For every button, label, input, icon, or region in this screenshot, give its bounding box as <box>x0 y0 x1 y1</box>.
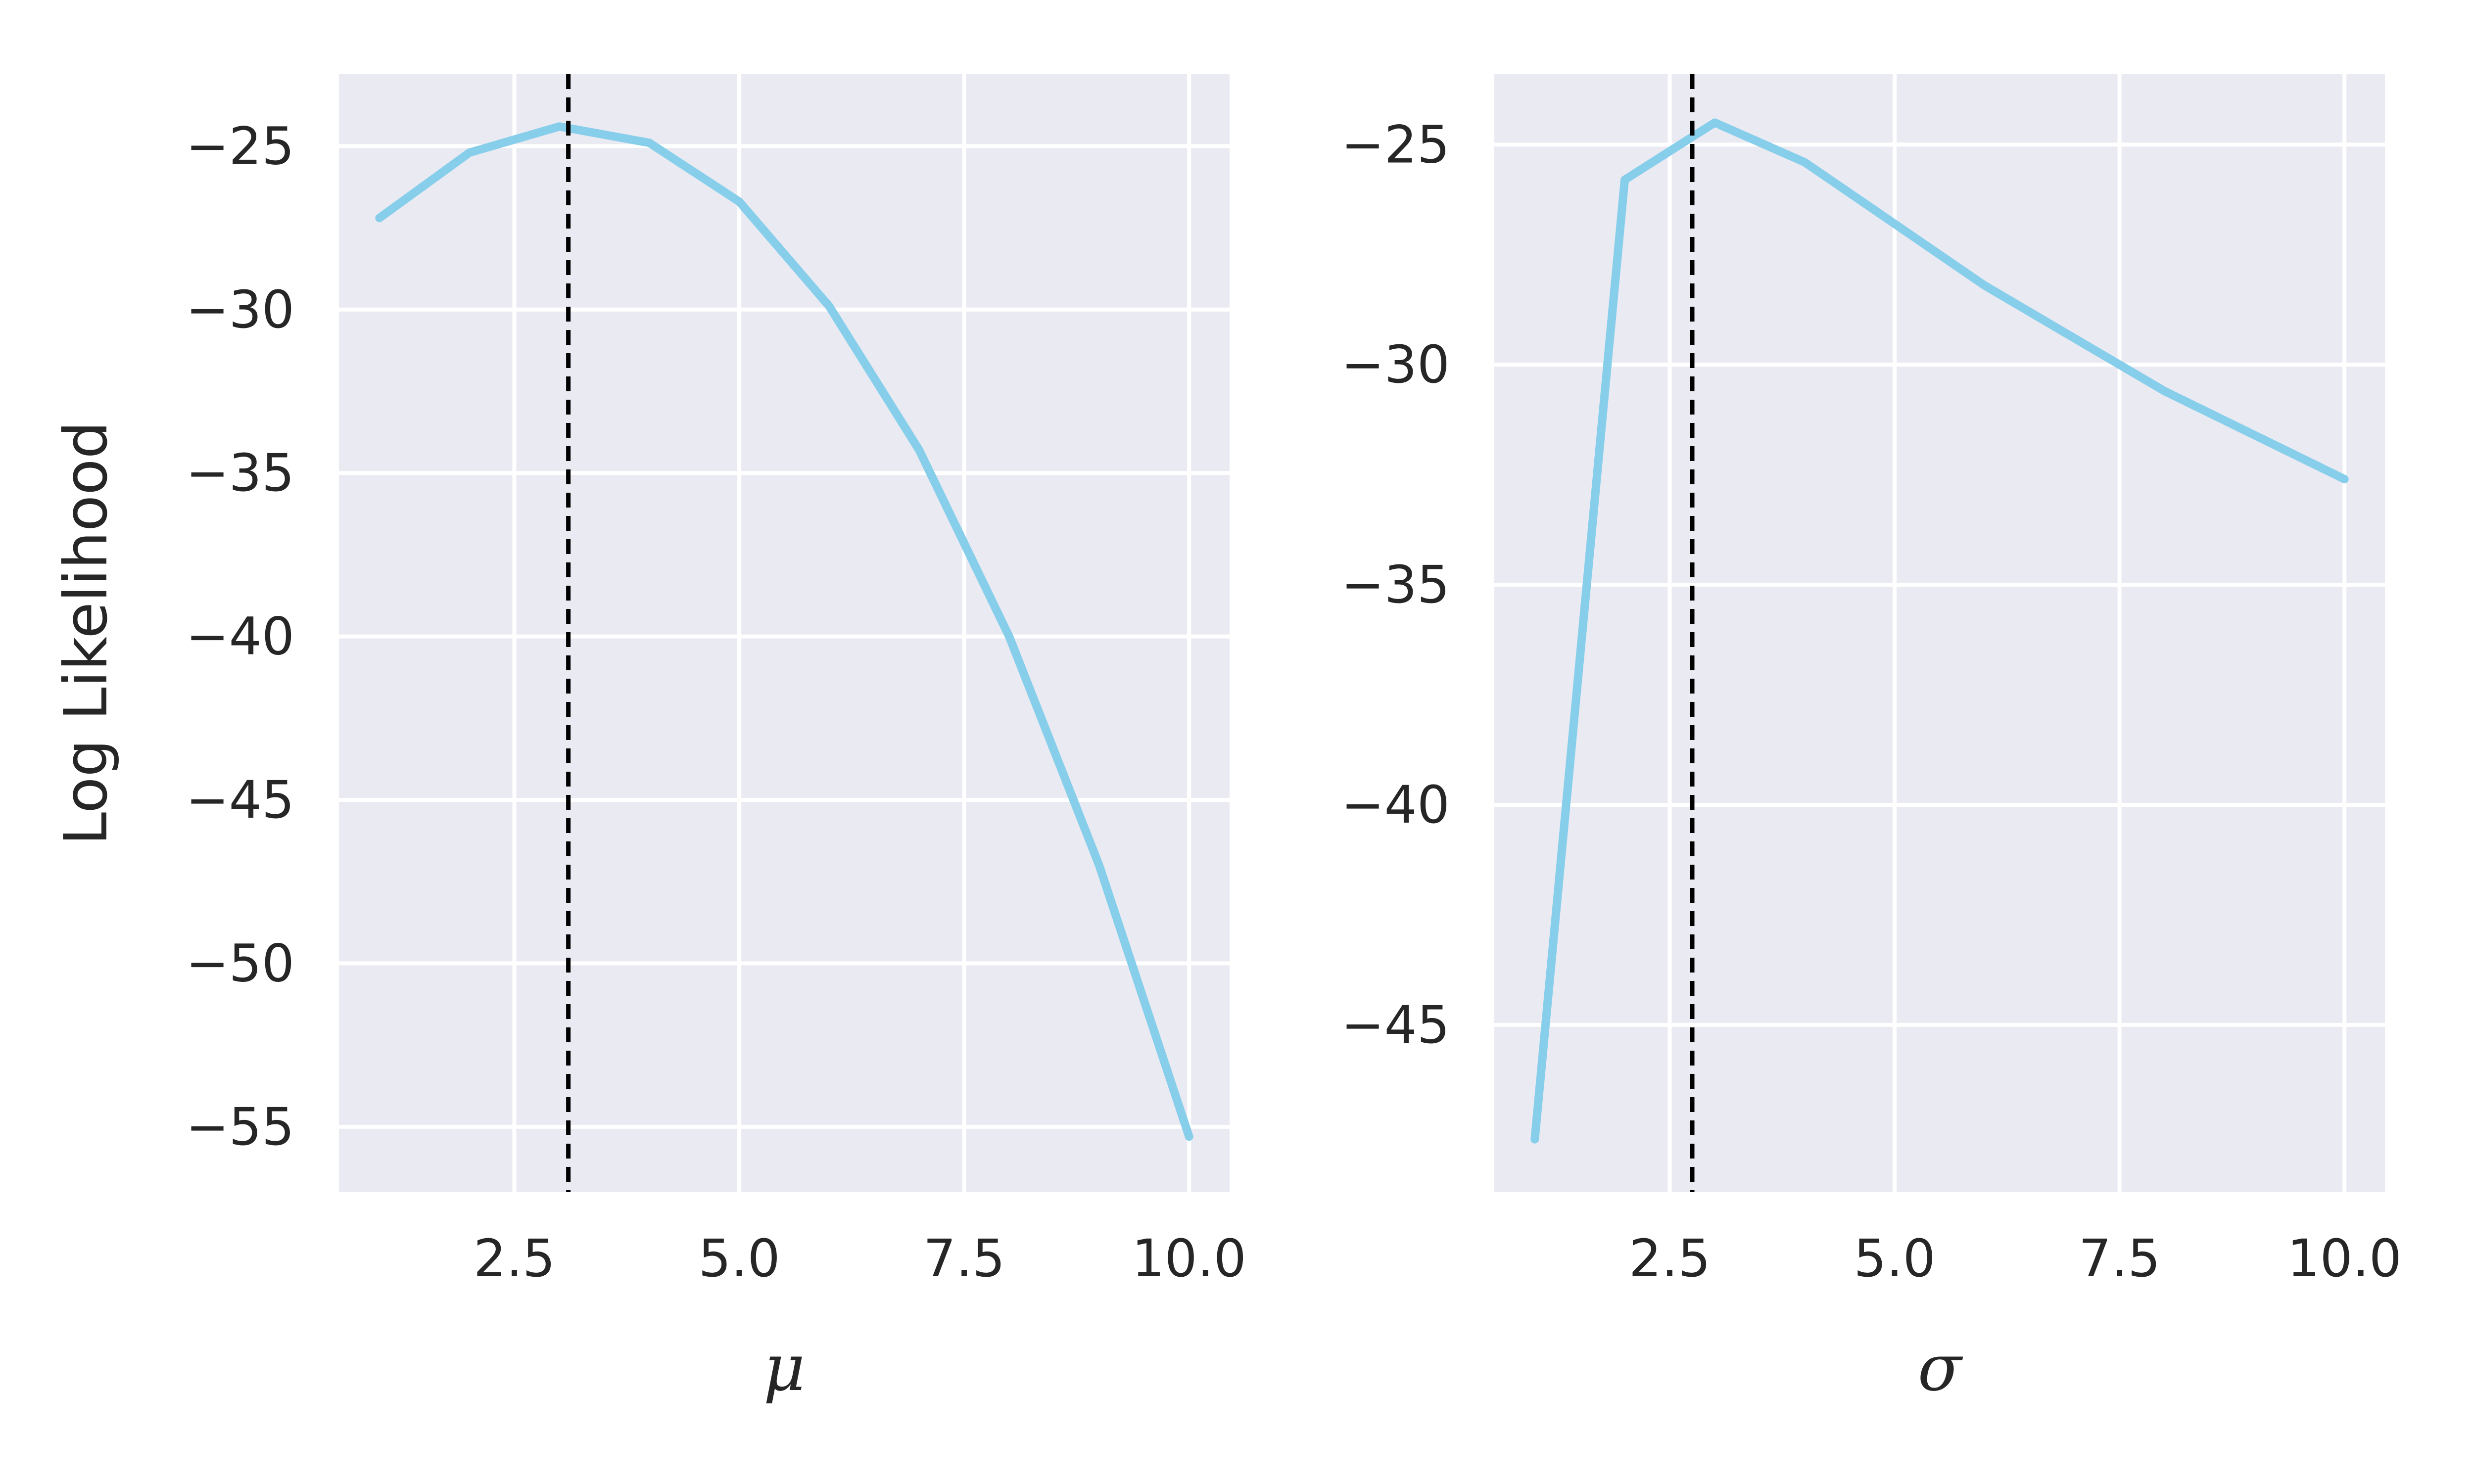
x-tick-label: 10.0 <box>2287 1228 2402 1289</box>
x-tick-label: 7.5 <box>923 1228 1005 1289</box>
y-tick-label: −50 <box>186 933 294 993</box>
x-tick-label: 5.0 <box>1854 1228 1935 1289</box>
x-axis-label: σ <box>1918 1330 1963 1405</box>
x-tick-label: 2.5 <box>474 1228 555 1289</box>
y-tick-label: −25 <box>1341 114 1450 175</box>
y-tick-label: −30 <box>186 279 294 340</box>
x-tick-label: 7.5 <box>2079 1228 2160 1289</box>
y-tick-label: −45 <box>1341 995 1450 1055</box>
y-tick-label: −40 <box>186 606 294 667</box>
x-tick-label: 2.5 <box>1629 1228 1711 1289</box>
x-axis-label: μ <box>763 1330 806 1405</box>
plot-area <box>1494 74 2385 1192</box>
y-tick-label: −40 <box>1341 775 1450 835</box>
x-tick-label: 10.0 <box>1132 1228 1246 1289</box>
sigma-panel: 2.5 5.0 7.5 10.0 −25 −30 −35 −40 −45 σ <box>1341 74 2402 1405</box>
y-tick-label: −35 <box>186 443 294 503</box>
y-tick-label: −55 <box>186 1097 294 1157</box>
plot-area <box>339 74 1230 1192</box>
y-tick-label: −35 <box>1341 555 1450 615</box>
mu-panel: 2.5 5.0 7.5 10.0 −25 −30 −35 −40 −45 −50 −55 μ Log L… <box>52 74 1246 1405</box>
y-tick-label: −45 <box>186 770 294 830</box>
x-tick-label: 5.0 <box>698 1228 780 1289</box>
y-tick-label: −25 <box>186 116 294 176</box>
y-axis-label: Log Likelihood <box>52 421 121 845</box>
y-tick-label: −30 <box>1341 334 1450 395</box>
series-line <box>375 122 1193 1141</box>
series-line <box>1530 118 2349 1144</box>
